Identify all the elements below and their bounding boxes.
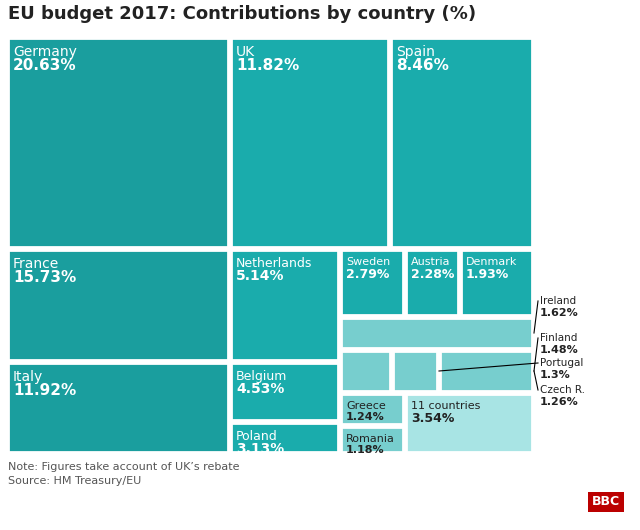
Text: France: France: [13, 257, 60, 271]
Text: Spain: Spain: [396, 45, 435, 59]
Text: Finland: Finland: [540, 333, 577, 343]
Text: 5.14%: 5.14%: [236, 269, 285, 283]
Text: Source: HM Treasury/EU: Source: HM Treasury/EU: [8, 476, 141, 486]
Text: 4.53%: 4.53%: [236, 382, 284, 396]
Text: 3.13%: 3.13%: [236, 442, 284, 456]
Text: 1.3%: 1.3%: [540, 370, 571, 380]
Text: Greece: Greece: [346, 401, 386, 411]
Text: Sweden: Sweden: [346, 257, 390, 267]
Text: 1.18%: 1.18%: [346, 445, 385, 455]
Text: Netherlands: Netherlands: [236, 257, 312, 270]
Text: 11.82%: 11.82%: [236, 58, 300, 73]
Text: 20.63%: 20.63%: [13, 58, 77, 73]
Text: Denmark: Denmark: [466, 257, 517, 267]
Text: Germany: Germany: [13, 45, 77, 59]
Text: 2.79%: 2.79%: [346, 268, 389, 281]
Text: 8.46%: 8.46%: [396, 58, 449, 73]
Text: 1.93%: 1.93%: [466, 268, 509, 281]
Text: Note: Figures take account of UK’s rebate: Note: Figures take account of UK’s rebat…: [8, 462, 239, 472]
Text: Portugal: Portugal: [540, 358, 584, 368]
Text: Italy: Italy: [13, 370, 44, 384]
Text: 11 countries: 11 countries: [411, 401, 481, 411]
Text: UK: UK: [236, 45, 255, 59]
Text: 15.73%: 15.73%: [13, 270, 76, 285]
Text: 2.28%: 2.28%: [411, 268, 454, 281]
Text: Czech R.: Czech R.: [540, 385, 585, 395]
Text: 1.24%: 1.24%: [346, 412, 385, 422]
Text: Ireland: Ireland: [540, 296, 576, 306]
Text: Poland: Poland: [236, 430, 278, 443]
Text: 1.48%: 1.48%: [540, 345, 579, 355]
Text: EU budget 2017: Contributions by country (%): EU budget 2017: Contributions by country…: [8, 5, 476, 23]
Text: Austria: Austria: [411, 257, 451, 267]
Text: 3.54%: 3.54%: [411, 412, 454, 425]
Text: 11.92%: 11.92%: [13, 383, 76, 398]
Text: 1.62%: 1.62%: [540, 308, 579, 318]
Text: Belgium: Belgium: [236, 370, 287, 383]
Text: BBC: BBC: [592, 495, 620, 508]
Text: 1.26%: 1.26%: [540, 397, 579, 407]
Text: Romania: Romania: [346, 434, 395, 444]
